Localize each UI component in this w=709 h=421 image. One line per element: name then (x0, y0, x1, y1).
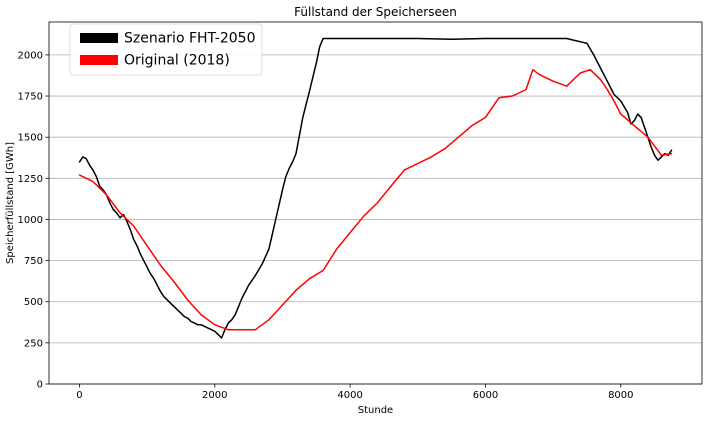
y-tick-label: 500 (24, 297, 43, 308)
y-tick-label: 1000 (18, 215, 43, 226)
x-axis-label: Stunde (358, 405, 393, 416)
x-tick-label: 2000 (202, 390, 227, 401)
legend: Szenario FHT-2050 Original (2018) (69, 23, 263, 76)
y-tick-label: 1250 (18, 174, 43, 185)
x-tick-label: 4000 (337, 390, 362, 401)
x-tick-label: 6000 (473, 390, 498, 401)
legend-swatch (80, 33, 118, 43)
x-axis-ticks: 0 2000 4000 6000 8000 (76, 384, 634, 401)
legend-label: Original (2018) (124, 53, 230, 69)
chart-title: Füllstand der Speicherseen (294, 5, 457, 19)
y-tick-label: 250 (24, 338, 43, 349)
series-layer (78, 37, 673, 339)
x-tick-label: 0 (76, 390, 82, 401)
y-axis-label: Speicherfüllstand [GWh] (5, 142, 16, 264)
legend-swatch (80, 55, 118, 65)
y-tick-label: 0 (37, 380, 43, 391)
series-line-original-2018 (78, 68, 673, 331)
legend-label: Szenario FHT-2050 (124, 31, 256, 47)
y-axis-ticks: 0 250 500 750 1000 1250 1500 1750 2000 (18, 50, 49, 391)
series-line-szenario-fht-2050 (78, 37, 673, 339)
plot-frame (48, 21, 703, 385)
y-tick-label: 2000 (18, 50, 43, 61)
y-tick-label: 1750 (18, 92, 43, 103)
y-tick-label: 1500 (18, 133, 43, 144)
y-tick-label: 750 (24, 256, 43, 267)
x-tick-label: 8000 (608, 390, 633, 401)
